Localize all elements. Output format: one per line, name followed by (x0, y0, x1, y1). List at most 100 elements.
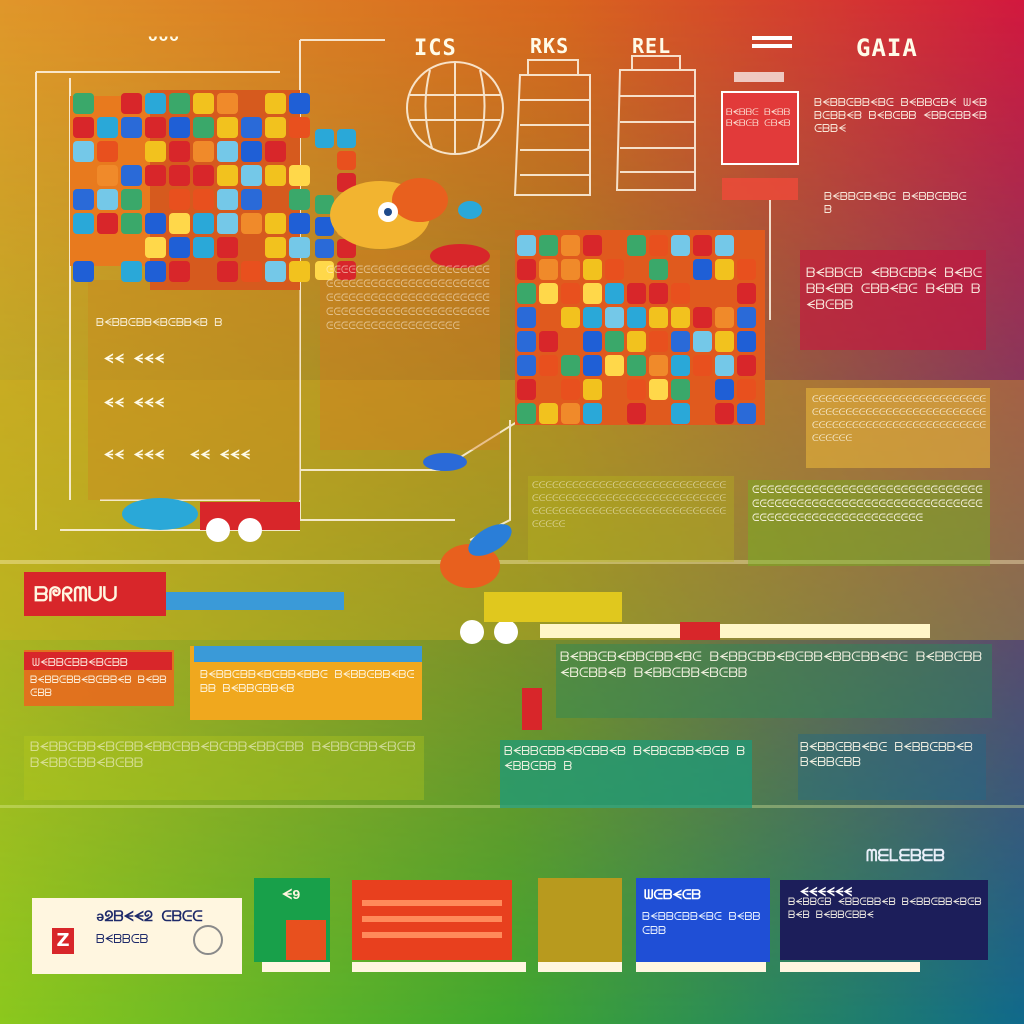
mosaic-tile (289, 213, 310, 234)
mosaic-tile (737, 307, 756, 328)
mosaic-tile (583, 355, 602, 376)
mosaic-tile (315, 195, 334, 214)
mosaic-tile (627, 331, 646, 352)
mosaic-tile (193, 117, 214, 138)
section-label: ᗰᗴᒪᗴᗷᗴᗷ (866, 848, 945, 866)
mosaic-tile (121, 261, 142, 282)
mosaic-tile (627, 307, 646, 328)
mosaic-tile (627, 379, 646, 400)
mosaic-tile (561, 355, 580, 376)
mosaic-tile (217, 93, 238, 114)
mosaic-tile (73, 261, 94, 282)
mosaic-tile (193, 165, 214, 186)
mosaic-tile (539, 331, 558, 352)
mosaic-tile (605, 259, 624, 280)
mosaic-tile (561, 307, 580, 328)
mosaic-tile (539, 403, 558, 424)
mosaic-tile (73, 189, 94, 210)
bottom-card-5-text: ᗷᗕᗷᗷᕮᗷᗷᗕᗷᕮ ᗷᗕᗷᗷᕮᗷᗷ (642, 910, 761, 937)
header-label-gaia: GAIA (856, 34, 918, 62)
mosaic-tile (517, 379, 536, 400)
mosaic-tile (217, 237, 238, 258)
mosaic-tile (217, 213, 238, 234)
mosaic-tile (715, 259, 734, 280)
mosaic-tile (539, 355, 558, 376)
mosaic-tile (145, 237, 166, 258)
mosaic-tile (241, 213, 262, 234)
text-block-2: ᗷᗕᗷᗷᕮᗷᗕᗷᕮ ᗷᗕᗷᗷᕮᗷᗷᕮᗷ (824, 190, 967, 216)
bottom-card-1-text: ᗷᗕᗷᗷᕮᗷ (96, 932, 149, 946)
text-block-14: ᗷᗕᗷᗷᕮᗷᗷᗕᗷᕮᗷᗷᗕᗷ ᗷ (96, 316, 223, 329)
mid-banner-red (24, 572, 166, 616)
mosaic-tile (265, 213, 286, 234)
mosaic-tile (265, 141, 286, 162)
mosaic-tile (193, 237, 214, 258)
mosaic-tile (539, 283, 558, 304)
mosaic-tile (649, 331, 668, 352)
mosaic-tile (583, 331, 602, 352)
mosaic-tile (121, 213, 142, 234)
mosaic-tile (715, 235, 734, 256)
bottom-card-6 (780, 880, 988, 960)
mosaic-tile (583, 235, 602, 256)
mosaic-tile (583, 283, 602, 304)
mosaic-tile (649, 355, 668, 376)
header-label-1: ᴗᴗᴗ (148, 26, 180, 45)
mosaic-tile (605, 283, 624, 304)
sketch-jar-icon (513, 59, 591, 196)
text-block-4: ᕮᕮᕮᕮᕮᕮᕮᕮᕮᕮᕮᕮᕮᕮᕮᕮᕮᕮᕮᕮᕮᕮᕮᕮᕮᕮᕮᕮᕮᕮᕮᕮᕮᕮᕮᕮᕮᕮᕮᕮ… (812, 395, 987, 444)
mosaic-tile (715, 331, 734, 352)
mosaic-tile (73, 93, 94, 114)
mosaic-tile (693, 331, 712, 352)
text-block-navy-card: ᗷᗕᗷᗷᕮᗷ ᗕᗷᗷᕮᗷᗷᗕᗷ ᗷᗕᗷᗷᕮᗷᗷᗕᗷᕮᗷᗷᗕᗷ ᗷᗕᗷᗷᕮᗷᗷᗕ (788, 897, 982, 921)
mosaic-tile (145, 261, 166, 282)
mosaic-tile (289, 237, 310, 258)
mosaic-tile (649, 379, 668, 400)
mosaic-tile (241, 261, 262, 282)
mosaic-tile (169, 189, 190, 210)
mosaic-tile (649, 259, 668, 280)
mosaic-tile (193, 213, 214, 234)
vehicle-figure (122, 498, 300, 542)
red-card (721, 91, 799, 165)
mosaic-tile (265, 165, 286, 186)
text-block-7: ᗷᗕᗷᗷᕮᗷᗕᗷᗷᕮᗷᗷᗕᗷᕮ ᗷᗕᗷᗷᕮᗷᗷᗕᗷᕮᗷᗷᗕᗷᗷᕮᗷᗷᗕᗷᕮ ᗷᗕ… (560, 650, 982, 681)
header-label-ics: ICS (414, 36, 457, 61)
z-badge-icon: Z (56, 930, 70, 951)
mosaic-tile (693, 235, 712, 256)
mosaic-tile (217, 141, 238, 162)
robot-figure (330, 178, 490, 268)
mosaic-tile (693, 259, 712, 280)
mosaic-tile (627, 403, 646, 424)
mosaic-tile (169, 237, 190, 258)
text-block-13: ᗯᗕᗷᗷᕮᗷᗷᗕᗷᕮᗷᗷ (32, 656, 128, 669)
header-label-rks: RKS (530, 34, 570, 58)
mosaic-tile (517, 331, 536, 352)
mosaic-tile (97, 117, 118, 138)
mosaic-tile (265, 93, 286, 114)
mosaic-tile (337, 239, 356, 258)
mosaic-tile (561, 379, 580, 400)
mosaic-tile (583, 403, 602, 424)
mosaic-tile (121, 117, 142, 138)
mosaic-tile (289, 189, 310, 210)
mosaic-tile (715, 307, 734, 328)
mosaic-tile (737, 283, 756, 304)
mosaic-tile (193, 189, 214, 210)
mosaic-tile (73, 117, 94, 138)
mosaic-tile (583, 307, 602, 328)
mosaic-tile (671, 283, 690, 304)
mosaic-tile (605, 355, 624, 376)
text-block-8: ᗷᗕᗷᗷᕮᗷᗷᗕᗷᕮᗷᗷᗕᗷ ᗷᗕᗷᗷᕮᗷᗷᗕᗷᕮᗷ ᗷᗕᗷᗷᕮᗷᗷ ᗷ (504, 744, 746, 773)
bottom-card-5-title: ᗯᕮᗷᗕᕮᗷ (644, 888, 701, 903)
mosaic-tile (583, 259, 602, 280)
text-block-red-card: ᗷᗕᗷᗷᕮ ᗷᗕᗷᗷ ᗷᗕᗷᕮᗷ ᕮᗷᗕᗷ (726, 108, 791, 129)
mosaic-tile (145, 93, 166, 114)
mosaic-tile (217, 117, 238, 138)
mosaic-tile (193, 141, 214, 162)
mosaic-tile (561, 403, 580, 424)
mosaic-tile (97, 189, 118, 210)
mosaic-tile (97, 141, 118, 162)
mid-banner-label: ᗷᖘᖇᗰᑌᑌ (34, 585, 118, 608)
mosaic-tile (337, 261, 356, 280)
